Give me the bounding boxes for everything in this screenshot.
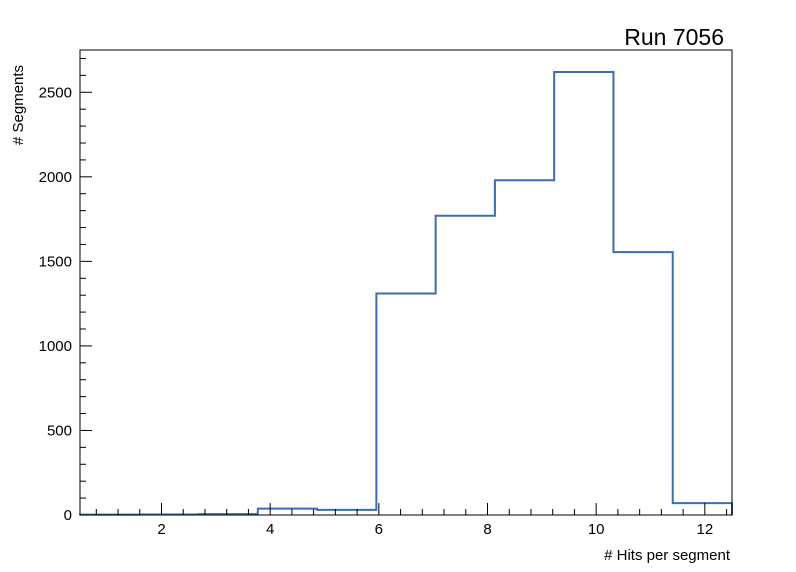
y-tick-label: 2500 [39,84,72,101]
x-tick-label: 8 [483,521,491,538]
y-tick-label: 500 [47,422,72,439]
chart-title: Run 7056 [624,24,724,50]
x-tick-label: 12 [696,521,713,538]
y-axis-label: # Segments [10,64,27,145]
y-tick-label: 1000 [39,338,72,355]
x-tick-label: 2 [157,521,165,538]
x-axis-label: # Hits per segment [604,547,730,564]
y-tick-label: 1500 [39,253,72,270]
x-tick-label: 10 [588,521,605,538]
x-tick-label: 4 [266,521,274,538]
x-tick-label: 6 [375,521,383,538]
y-tick-label: 0 [64,507,72,524]
histogram-line [79,70,733,516]
y-tick-label: 2000 [39,169,72,186]
plot-frame [79,49,733,516]
